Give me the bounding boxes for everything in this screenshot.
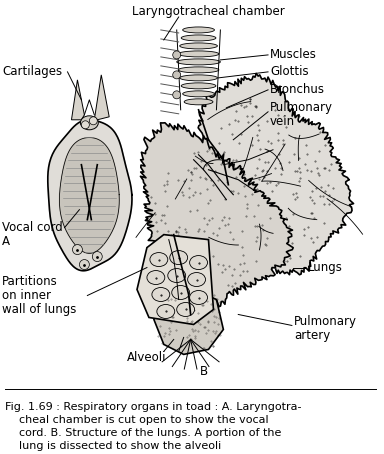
Text: wall of lungs: wall of lungs (2, 303, 76, 316)
Text: vein: vein (270, 115, 295, 128)
Ellipse shape (180, 75, 217, 81)
Polygon shape (141, 123, 293, 309)
Text: on inner: on inner (2, 289, 51, 302)
Ellipse shape (178, 67, 219, 73)
Ellipse shape (177, 302, 195, 316)
Text: Vocal cord: Vocal cord (2, 221, 63, 234)
Text: A: A (2, 235, 10, 248)
Ellipse shape (181, 35, 216, 41)
Circle shape (73, 245, 83, 255)
Text: artery: artery (294, 329, 330, 342)
Ellipse shape (184, 99, 213, 105)
Text: Laryngotracheal chamber: Laryngotracheal chamber (132, 5, 285, 19)
Text: Pulmonary: Pulmonary (294, 315, 357, 328)
Text: cheal chamber is cut open to show the vocal: cheal chamber is cut open to show the vo… (5, 415, 268, 425)
Text: Cartilages: Cartilages (2, 65, 62, 79)
Polygon shape (94, 75, 109, 120)
Text: Muscles: Muscles (270, 49, 317, 61)
Polygon shape (48, 120, 132, 271)
Ellipse shape (170, 251, 188, 265)
Circle shape (79, 260, 89, 270)
Ellipse shape (180, 43, 217, 49)
Ellipse shape (190, 256, 207, 270)
Ellipse shape (190, 291, 207, 305)
Polygon shape (137, 235, 214, 325)
Polygon shape (154, 290, 223, 355)
Text: cord. B. Structure of the lungs. A portion of the: cord. B. Structure of the lungs. A porti… (5, 428, 281, 438)
Ellipse shape (168, 269, 185, 282)
Ellipse shape (157, 305, 175, 318)
Text: lung is dissected to show the alveoli: lung is dissected to show the alveoli (5, 441, 221, 451)
Ellipse shape (178, 51, 219, 57)
Polygon shape (71, 80, 84, 120)
Text: Alveoli: Alveoli (127, 351, 167, 364)
Circle shape (173, 91, 181, 99)
Text: Pulmonary: Pulmonary (270, 101, 333, 114)
Ellipse shape (150, 252, 168, 266)
Circle shape (89, 117, 97, 125)
Circle shape (81, 121, 89, 129)
Circle shape (92, 252, 102, 262)
Ellipse shape (172, 286, 190, 300)
Text: Bronchus: Bronchus (270, 84, 325, 96)
Text: Lungs: Lungs (308, 261, 343, 274)
Circle shape (173, 71, 181, 79)
Polygon shape (198, 74, 354, 276)
Ellipse shape (183, 27, 214, 33)
Text: Fig. 1.69 : Respiratory organs in toad : A. Laryngotra-: Fig. 1.69 : Respiratory organs in toad :… (5, 402, 301, 412)
Ellipse shape (181, 83, 216, 89)
Text: B: B (199, 365, 208, 378)
Ellipse shape (177, 59, 220, 65)
Text: Glottis: Glottis (270, 65, 309, 79)
Ellipse shape (188, 272, 205, 286)
Ellipse shape (147, 271, 165, 285)
Circle shape (173, 51, 181, 59)
Ellipse shape (183, 91, 214, 97)
Ellipse shape (152, 287, 170, 301)
Ellipse shape (80, 116, 98, 130)
Polygon shape (60, 138, 119, 253)
Text: Partitions: Partitions (2, 275, 58, 288)
